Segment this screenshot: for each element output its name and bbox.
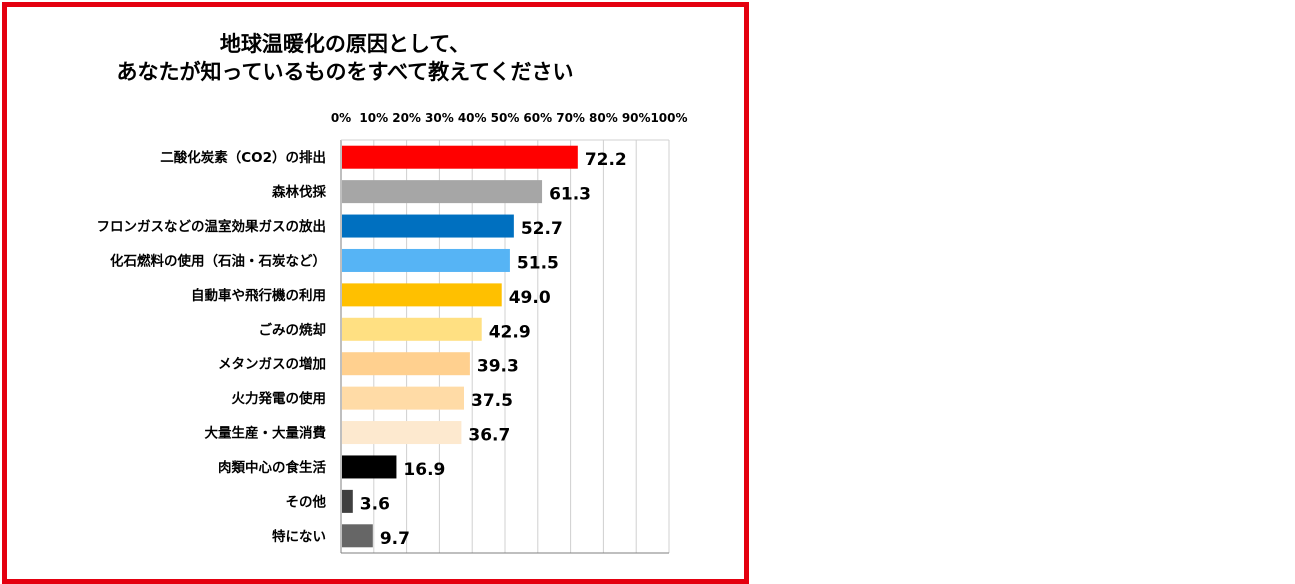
value-label: 49.0	[509, 288, 551, 308]
x-tick-label: 10%	[359, 111, 388, 125]
x-tick-label: 50%	[491, 111, 520, 125]
bar	[342, 317, 482, 341]
value-label: 36.7	[468, 426, 510, 446]
value-label: 37.5	[471, 391, 513, 411]
x-tick-label: 70%	[556, 111, 585, 125]
category-label: フロンガスなどの温室効果ガスの放出	[97, 218, 327, 235]
bar	[342, 489, 353, 513]
bar	[342, 248, 510, 272]
x-tick-label: 20%	[392, 111, 421, 125]
value-label: 42.9	[489, 322, 531, 342]
chart-title: 地球温暖化の原因として、 あなたが知っているものをすべて教えてください	[0, 30, 690, 86]
bar	[342, 386, 464, 410]
value-label: 9.7	[380, 529, 410, 549]
category-label: メタンガスの増加	[218, 356, 326, 373]
value-label: 51.5	[517, 253, 559, 273]
bar	[342, 180, 543, 204]
value-label: 3.6	[360, 494, 390, 514]
bar	[342, 145, 578, 169]
category-label: 火力発電の使用	[232, 390, 327, 407]
x-tick-label: 90%	[622, 111, 651, 125]
category-label: その他	[286, 493, 327, 510]
x-tick-label: 100%	[650, 111, 687, 125]
x-tick-label: 60%	[523, 111, 552, 125]
category-label: ごみの焼却	[259, 321, 327, 338]
category-label: 二酸化炭素（CO2）の排出	[160, 149, 326, 166]
x-tick-label: 80%	[589, 111, 618, 125]
x-tick-label: 0%	[331, 111, 351, 125]
value-label: 16.9	[403, 460, 445, 480]
value-label: 39.3	[477, 357, 519, 377]
bar	[342, 455, 397, 479]
category-label: 自動車や飛行機の利用	[191, 287, 326, 304]
x-tick-label: 40%	[458, 111, 487, 125]
category-label: 大量生産・大量消費	[205, 425, 327, 442]
bar	[342, 283, 502, 307]
value-label: 52.7	[521, 219, 563, 239]
chart-title-line-1: 地球温暖化の原因として、	[219, 32, 471, 56]
category-label: 化石燃料の使用（石油・石炭など）	[110, 252, 326, 269]
bar	[342, 524, 373, 548]
bar	[342, 214, 514, 238]
bar	[342, 352, 470, 376]
chart-title-line-2: あなたが知っているものをすべて教えてください	[116, 60, 574, 84]
bar	[342, 421, 462, 445]
category-label: 肉類中心の食生活	[218, 459, 326, 476]
x-tick-label: 30%	[425, 111, 454, 125]
category-label: 特にない	[272, 528, 326, 545]
value-label: 61.3	[549, 185, 591, 205]
category-label: 森林伐採	[272, 184, 326, 201]
value-label: 72.2	[585, 150, 627, 170]
